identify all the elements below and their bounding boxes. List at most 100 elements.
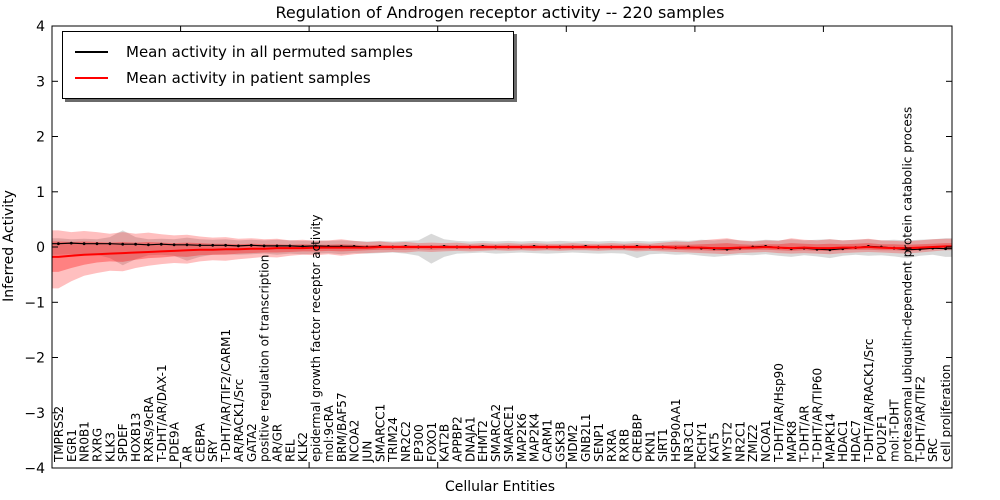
x-category-label: HOXB13	[129, 413, 143, 462]
x-category-label: RXRG	[91, 428, 105, 462]
x-category-label: T-DHT/AR/TIP60	[811, 368, 825, 463]
permuted-point-marker	[249, 243, 253, 247]
x-category-label: RCHY1	[695, 422, 709, 462]
x-category-label: AR/RACK1/Src	[232, 379, 246, 462]
y-tick-label: 2	[36, 130, 45, 146]
x-category-label: RXRs/9cRA	[142, 396, 156, 462]
x-category-label: SMARCC1	[373, 404, 387, 462]
permuted-line-swatch-icon	[75, 51, 108, 53]
patient-outer-band	[52, 230, 952, 289]
patient-mean-line	[52, 245, 952, 258]
x-category-label: FOXO1	[425, 422, 439, 462]
y-tick-label: 4	[36, 19, 45, 35]
legend-label-patient: Mean activity in patient samples	[126, 69, 371, 87]
x-category-label: NCOA2	[348, 420, 362, 462]
x-category-label: MAPK8	[785, 421, 799, 462]
permuted-point-marker	[944, 247, 947, 251]
x-category-label: CARM1	[541, 419, 555, 462]
permuted-point-marker	[121, 242, 125, 246]
x-category-label: SRC	[926, 438, 940, 462]
x-category-label: MDM2	[566, 424, 580, 462]
x-category-label: NR3C1	[682, 421, 696, 462]
y-tick-label: −2	[24, 351, 45, 367]
x-category-label: positive regulation of transcription	[258, 255, 272, 462]
x-category-label: RXRB	[618, 429, 632, 462]
y-tick-label: −3	[24, 406, 45, 422]
permuted-point-marker	[275, 244, 279, 248]
x-category-label: BRM/BAF57	[335, 392, 349, 462]
y-tick-label: 0	[36, 240, 45, 256]
x-category-label: TMPRSS2	[52, 406, 66, 463]
x-category-label: SPDEF	[116, 423, 130, 462]
x-category-label: KLK2	[296, 432, 310, 462]
x-category-label: SMARCE1	[502, 404, 516, 462]
x-category-label: KAT5	[708, 432, 722, 462]
legend-label-permuted: Mean activity in all permuted samples	[126, 43, 413, 61]
x-category-label: SRY	[206, 439, 220, 462]
legend-item-permuted: Mean activity in all permuted samples	[75, 39, 503, 65]
permuted-point-marker	[82, 242, 86, 246]
x-category-label: GSK3B	[553, 421, 567, 462]
x-category-label: MAPK14	[823, 413, 837, 462]
x-category-label: PKN1	[643, 430, 657, 462]
permuted-point-marker	[237, 244, 240, 248]
permuted-point-marker	[134, 242, 138, 246]
chart-title: Regulation of Androgen receptor activity…	[275, 3, 725, 22]
x-category-label: JUN	[361, 441, 375, 463]
x-category-label: proteasomal ubiquitin-dependent protein …	[901, 107, 915, 462]
x-category-label: ZMIZ2	[746, 424, 760, 462]
x-category-label: GNB2L1	[579, 414, 593, 462]
x-category-label: CREBBP	[631, 414, 645, 462]
legend-box: Mean activity in all permuted samples Me…	[62, 31, 514, 99]
x-category-label: DNAJA1	[463, 416, 477, 462]
permuted-point-marker	[69, 241, 73, 245]
x-category-label: RXRA	[605, 429, 619, 462]
x-category-label: APPBP2	[451, 416, 465, 462]
y-tick-label: −1	[24, 295, 45, 311]
patient-line-swatch-icon	[75, 77, 108, 79]
x-category-label: EGR1	[65, 429, 79, 462]
x-category-label: T-DHT/AR	[798, 405, 812, 463]
y-axis-label: Inferred Activity	[1, 190, 17, 302]
permuted-point-marker	[95, 242, 99, 246]
x-category-label: T-DHT/AR/DAX-1	[155, 364, 169, 463]
x-category-label: NCOA1	[759, 420, 773, 462]
x-category-label: T-DHT/AR/Hsp90	[772, 363, 786, 463]
x-category-label: KAT2B	[438, 424, 452, 462]
x-category-label: NR0B1	[78, 421, 92, 462]
x-category-label: MAP2K6	[515, 413, 529, 462]
x-category-label: PDE9A	[168, 421, 182, 462]
x-category-label: SMARCA2	[489, 404, 503, 462]
x-category-label: REL	[283, 439, 297, 462]
permuted-point-marker	[262, 244, 266, 248]
x-category-label: SIRT1	[656, 428, 670, 462]
x-category-label: T-DHT/AR/RACK1/Src	[862, 339, 876, 463]
permuted-point-marker	[185, 243, 189, 247]
permuted-point-marker	[198, 243, 202, 247]
x-category-label: NR2C2	[399, 421, 413, 462]
x-axis-label: Cellular Entities	[444, 479, 556, 495]
x-category-label: T-DHT/AR/TIF2	[913, 376, 927, 463]
x-category-label: KLK3	[103, 432, 117, 462]
x-category-label: NR2C1	[733, 421, 747, 462]
x-category-label: HDAC7	[849, 420, 863, 462]
x-category-label: POU2F1	[875, 414, 889, 462]
x-category-label: AR	[181, 445, 195, 462]
permuted-point-marker	[211, 243, 215, 247]
legend-item-patient: Mean activity in patient samples	[75, 65, 503, 91]
x-category-label: AR/GR	[271, 424, 285, 462]
x-category-label: GATA2	[245, 423, 259, 462]
permuted-point-marker	[147, 243, 150, 247]
x-category-label: SENP1	[592, 423, 606, 462]
x-category-label: MAP2K4	[528, 413, 542, 462]
permuted-point-marker	[172, 243, 176, 247]
permuted-point-marker	[108, 242, 112, 246]
y-tick-label: 3	[36, 74, 45, 90]
x-category-label: MYST2	[721, 422, 735, 462]
permuted-point-marker	[57, 242, 60, 246]
x-category-label: CEBPA	[193, 422, 207, 462]
y-tick-label: −4	[24, 461, 45, 477]
x-category-label: EP300	[412, 424, 426, 462]
permuted-point-marker	[224, 243, 228, 247]
